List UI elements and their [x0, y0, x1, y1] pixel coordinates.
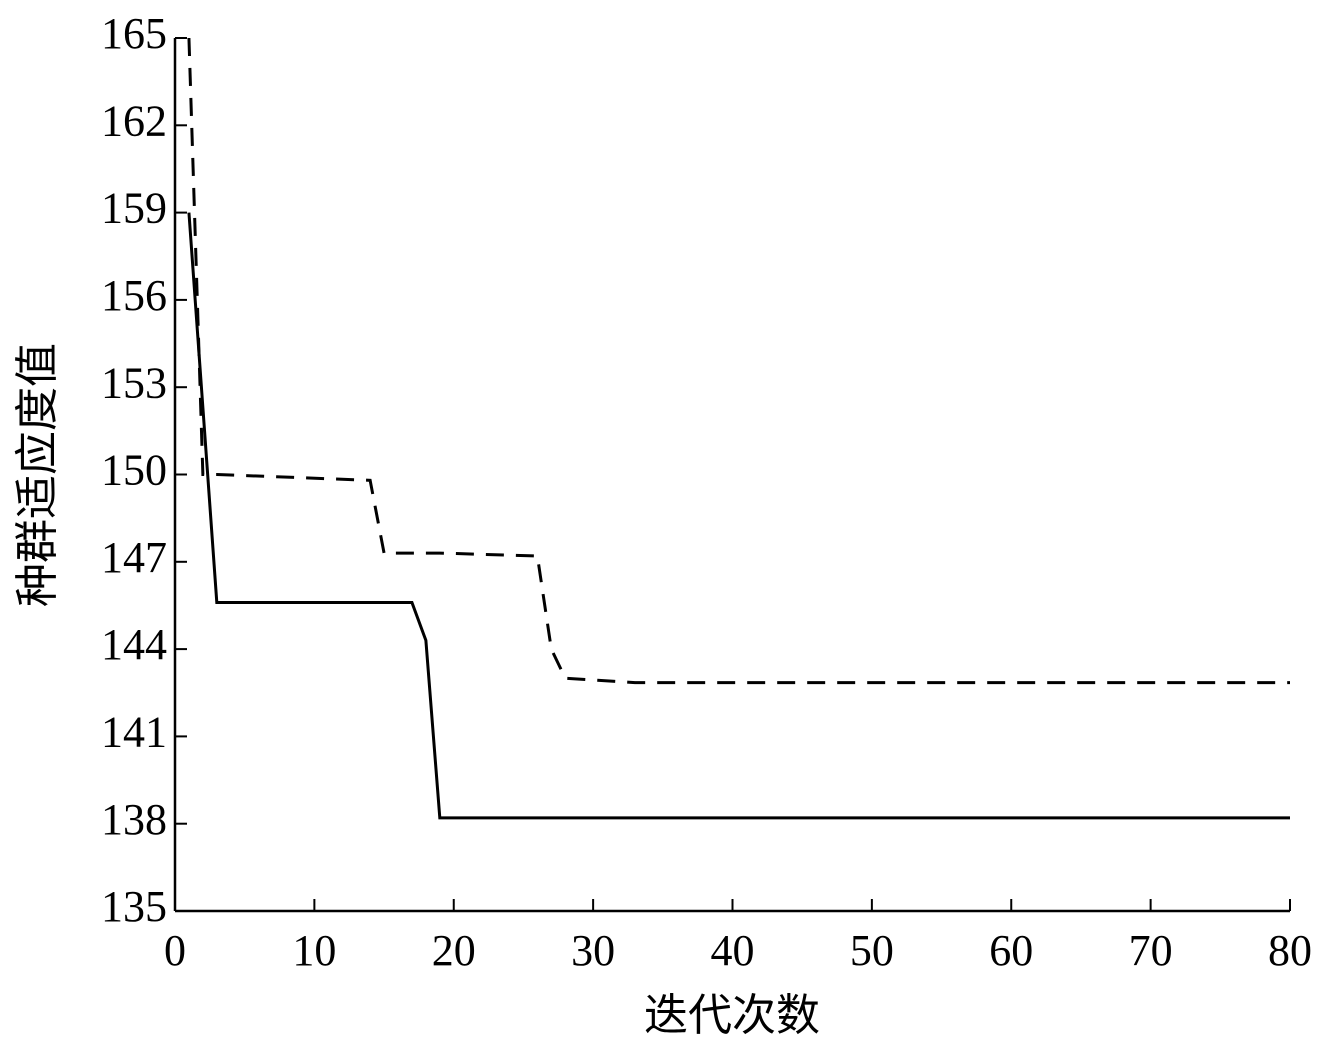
x-tick-label: 30	[571, 926, 615, 975]
x-tick-label: 40	[711, 926, 755, 975]
y-axis-label: 种群适应度值	[13, 343, 62, 607]
y-tick-label: 138	[101, 795, 167, 844]
x-tick-label: 10	[292, 926, 336, 975]
y-tick-label: 141	[101, 707, 167, 756]
y-tick-label: 165	[101, 9, 167, 58]
x-tick-label: 50	[850, 926, 894, 975]
x-tick-label: 60	[989, 926, 1033, 975]
x-axis-label: 迭代次数	[644, 991, 820, 1040]
series-line	[187, 37, 1290, 685]
y-tick-label: 162	[101, 96, 167, 145]
y-tick-label: 153	[101, 358, 167, 407]
x-tick-label: 0	[164, 926, 186, 975]
x-tick-label: 20	[432, 926, 476, 975]
y-tick-label: 144	[101, 620, 167, 669]
x-tick-label: 80	[1268, 926, 1312, 975]
series-line	[187, 212, 1290, 820]
y-tick-label: 150	[101, 446, 167, 495]
y-tick-label: 159	[101, 184, 167, 233]
y-tick-label: 156	[101, 271, 167, 320]
x-tick-label: 70	[1129, 926, 1173, 975]
y-tick-label: 147	[101, 533, 167, 582]
y-tick-label: 135	[101, 882, 167, 931]
